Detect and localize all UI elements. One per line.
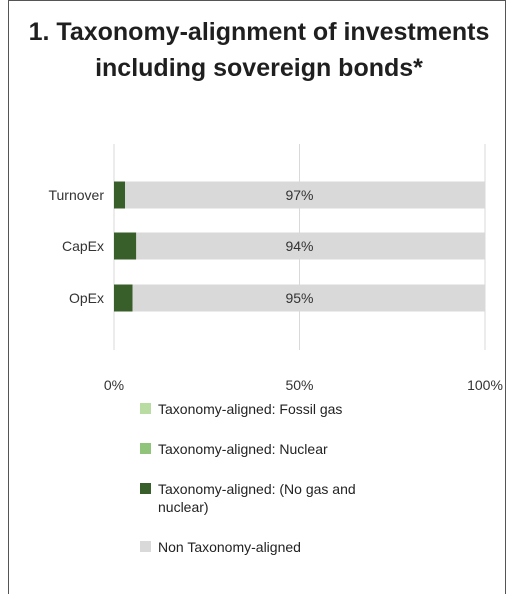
legend-label: Non Taxonomy-aligned — [158, 539, 301, 555]
legend-swatch — [140, 483, 151, 494]
legend-swatch — [140, 443, 151, 454]
data-label: 95% — [285, 290, 313, 306]
legend-item: Non Taxonomy-aligned — [140, 538, 500, 556]
bar-segment — [125, 181, 485, 209]
bar-segment — [114, 181, 126, 209]
x-tick-label: 0% — [104, 377, 124, 393]
legend-swatch — [140, 403, 151, 414]
legend-item: Taxonomy-aligned: Nuclear — [140, 440, 500, 458]
legend-label: Taxonomy-aligned: Fossil gas — [158, 401, 343, 417]
legend-label: Taxonomy-aligned: (No gas and nuclear) — [158, 481, 356, 515]
category-label: CapEx — [62, 238, 104, 254]
legend-label: Taxonomy-aligned: Nuclear — [158, 441, 328, 457]
legend-item: Taxonomy-aligned: Fossil gas — [140, 400, 500, 418]
chart-legend: Taxonomy-aligned: Fossil gas Taxonomy-ali… — [140, 400, 500, 578]
chart-title: 1. Taxonomy-alignment of investments inc… — [28, 18, 490, 82]
chart-frame — [8, 0, 506, 594]
data-label: 94% — [285, 238, 313, 254]
legend-swatch — [140, 541, 151, 552]
category-label: Turnover — [48, 187, 104, 203]
category-label: OpEx — [69, 290, 104, 306]
bar-segment — [114, 284, 133, 312]
bar-chart: Turnover 97% CapEx 94% OpEx 95% 0% 50% 100% — [48, 144, 503, 393]
legend-item: Taxonomy-aligned: (No gas and nuclear) — [140, 480, 500, 516]
bar-segment — [132, 284, 486, 312]
x-tick-label: 100% — [467, 377, 503, 393]
data-label: 97% — [285, 187, 313, 203]
x-tick-label: 50% — [285, 377, 313, 393]
bar-segment — [136, 232, 485, 260]
bar-segment — [114, 232, 137, 260]
